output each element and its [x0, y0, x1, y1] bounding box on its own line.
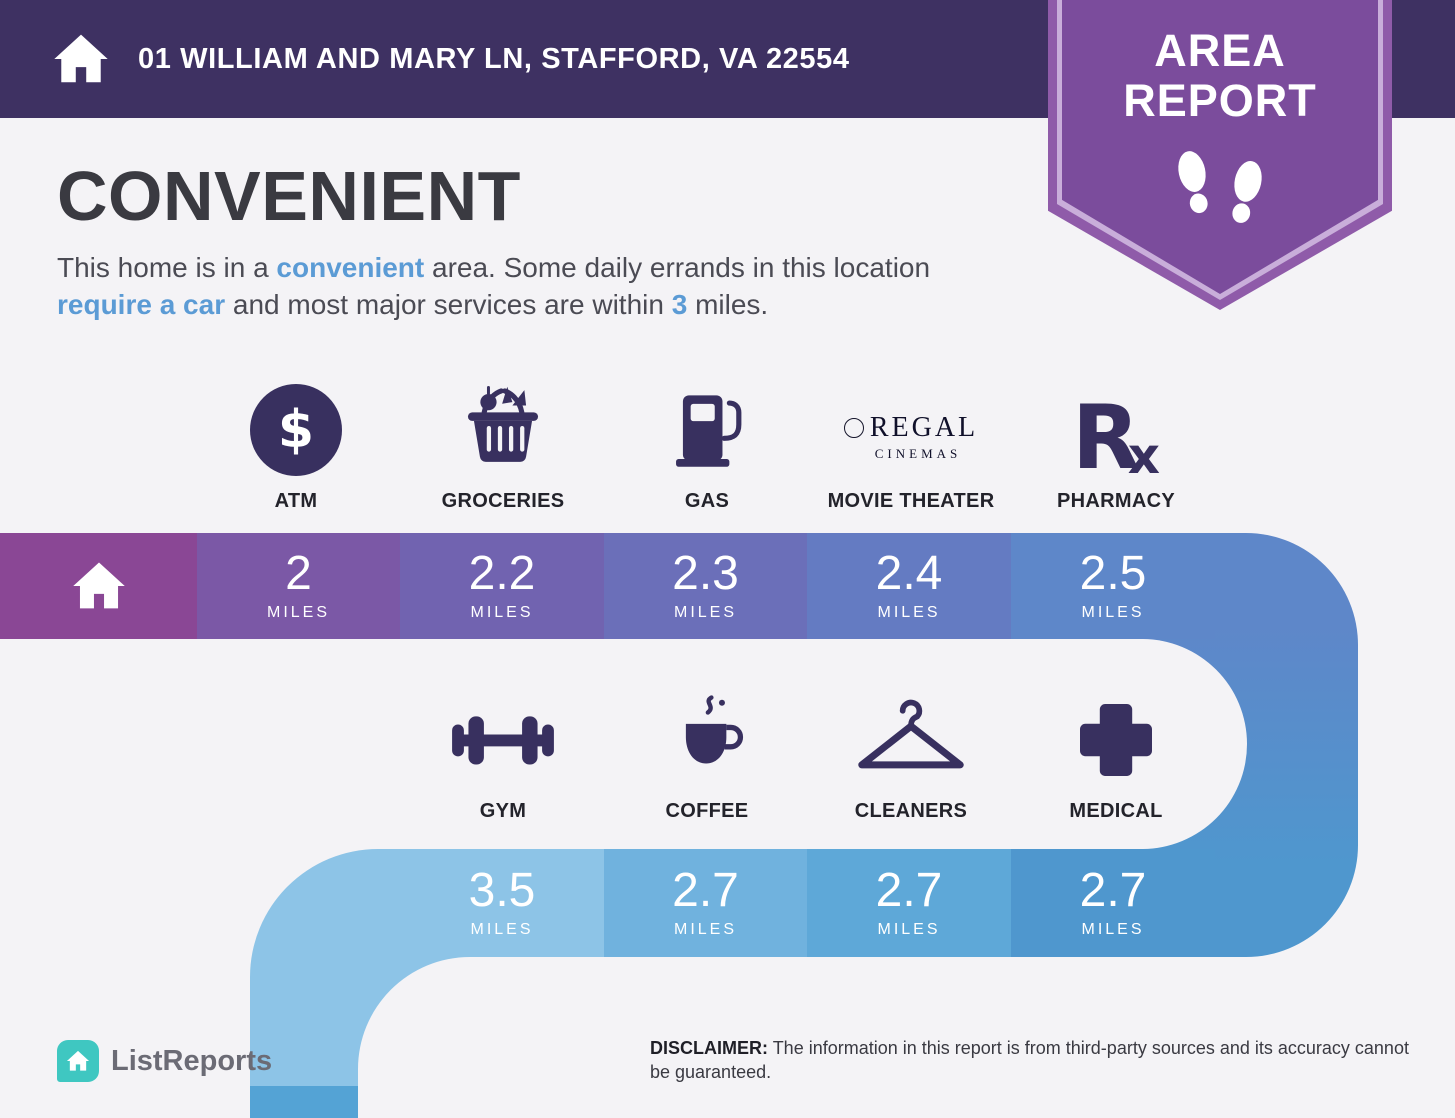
distance-unit: MILES [266, 604, 330, 621]
service-atm: $ ATM [186, 380, 406, 513]
intro-highlight-convenient: convenient [276, 252, 425, 283]
service-label: ATM [274, 490, 318, 512]
area-report-badge: AREA REPORT [1048, 0, 1392, 310]
distance-value: 2.7 [672, 864, 739, 917]
distance-cell-atm: 2 MILES [197, 533, 400, 639]
hanger-icon [858, 699, 964, 769]
intro-seg: and most major services are within [225, 288, 672, 320]
distance-unit: MILES [1081, 604, 1145, 621]
route-home-cell [0, 533, 197, 639]
service-medical: MEDICAL [1006, 690, 1226, 823]
grocery-basket-icon [467, 386, 539, 462]
service-label: GAS [684, 490, 730, 512]
route-inner-gap-bottom [358, 957, 1455, 1118]
dollar-circle-icon: $ [250, 384, 342, 476]
distance-unit: MILES [673, 604, 737, 621]
distance-cell-medical: 2.7 MILES [1011, 849, 1215, 957]
route-row-2: 3.5 MILES 2.7 MILES 2.7 MILES 2.7 MILES [400, 849, 1215, 957]
intro-seg: area. Some daily errands in this locatio… [424, 252, 931, 283]
service-label: GYM [479, 800, 527, 822]
distance-cell-pharmacy: 2.5 MILES [1011, 533, 1215, 639]
regal-sub-text: CINEMAS [874, 446, 962, 461]
distance-unit: MILES [673, 921, 737, 938]
distance-cell-coffee: 2.7 MILES [604, 849, 807, 957]
dumbbell-icon [452, 716, 554, 765]
intro-highlight-car: require a car [57, 288, 226, 320]
disclaimer: DISCLAIMER: The information in this repo… [650, 1036, 1420, 1085]
intro-text: This home is in a convenient area. Some … [57, 250, 997, 324]
service-movie-theater: REGAL CINEMAS MOVIE THEATER [801, 380, 1021, 513]
badge-title-line2: REPORT [1123, 75, 1317, 127]
intro-seg: miles. [687, 288, 769, 320]
distance-unit: MILES [470, 604, 534, 621]
distance-unit: MILES [470, 921, 534, 938]
distance-value: 2.4 [875, 547, 943, 600]
distance-unit: MILES [1081, 921, 1145, 938]
distance-value: 2.3 [672, 547, 739, 600]
route-tail [250, 1086, 358, 1118]
rx-letter-r: R [1071, 386, 1140, 490]
badge-title-line1: AREA [1154, 25, 1286, 76]
service-label: COFFEE [665, 800, 749, 822]
listreports-logo: ListReports [57, 1040, 272, 1082]
rx-letter-x: x [1127, 427, 1161, 485]
distance-value: 3.5 [468, 864, 536, 917]
service-label: GROCERIES [441, 490, 565, 512]
listreports-wordmark: ListReports [111, 1044, 273, 1077]
distance-cell-groceries: 2.2 MILES [400, 533, 604, 639]
badge-title: AREA REPORT [1123, 25, 1317, 127]
disclaimer-label: DISCLAIMER: [650, 1038, 768, 1058]
service-label: CLEANERS [854, 800, 968, 822]
service-cleaners: CLEANERS [801, 690, 1021, 823]
distance-unit: MILES [877, 921, 941, 938]
disclaimer-text: The information in this report is from t… [650, 1038, 1409, 1083]
distance-unit: MILES [877, 604, 941, 621]
footprints-icon [1178, 150, 1262, 223]
page-title: CONVENIENT [57, 157, 521, 235]
distance-value: 2.7 [1079, 864, 1147, 917]
gas-pump-icon [676, 395, 742, 467]
service-coffee: COFFEE [597, 690, 817, 823]
distance-value: 2.2 [468, 547, 536, 600]
listreports-house-icon [57, 1040, 99, 1082]
intro-seg: This home is in a [57, 252, 277, 283]
intro-highlight-miles: 3 [671, 288, 688, 320]
service-label: PHARMACY [1057, 490, 1175, 512]
distance-cell-movie-theater: 2.4 MILES [807, 533, 1011, 639]
home-icon [72, 562, 125, 609]
distance-cell-gym: 3.5 MILES [400, 849, 604, 957]
property-address: 01 WILLIAM AND MARY LN, STAFFORD, VA 225… [138, 42, 850, 75]
home-icon [54, 34, 108, 83]
dollar-glyph: $ [277, 400, 315, 460]
distance-value: 2.5 [1079, 547, 1147, 600]
regal-cinemas-logo: REGAL CINEMAS [843, 412, 979, 476]
distance-cell-gas: 2.3 MILES [604, 533, 807, 639]
distance-value: 2 [285, 547, 312, 600]
distance-cell-cleaners: 2.7 MILES [807, 849, 1011, 957]
service-gym: GYM [393, 690, 613, 823]
rx-icon: R x [1071, 386, 1161, 490]
service-groceries: GROCERIES [393, 380, 613, 513]
service-label: MOVIE THEATER [827, 490, 995, 512]
service-label: MEDICAL [1069, 800, 1163, 822]
coffee-cup-icon [685, 695, 744, 764]
service-gas: GAS [597, 380, 817, 513]
regal-emblem-icon [843, 418, 864, 438]
distance-value: 2.7 [875, 864, 943, 917]
route-inner-gap [0, 639, 1247, 849]
route-row-1: 2 MILES 2.2 MILES 2.3 MILES 2.4 MILES 2.… [0, 533, 1215, 639]
service-pharmacy: R x PHARMACY [1006, 380, 1226, 513]
regal-brand-text: REGAL [869, 412, 979, 443]
medical-cross-icon [1080, 704, 1152, 776]
